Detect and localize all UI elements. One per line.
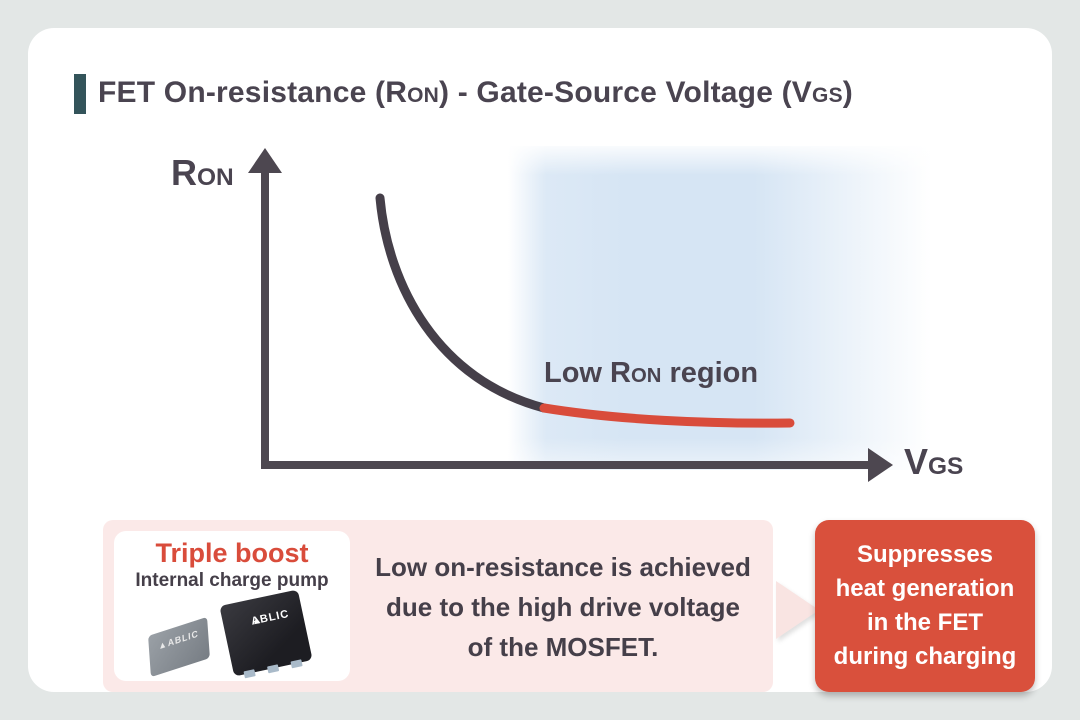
content-card: FET On-resistance (RON) - Gate-Source Vo…	[28, 28, 1052, 692]
title-subscript-ron: ON	[407, 84, 439, 107]
y-axis-label-sub: ON	[197, 164, 234, 191]
explanation-line: of the MOSFET.	[467, 632, 659, 662]
region-label-sub: ON	[631, 365, 662, 387]
chip-pin	[290, 659, 303, 669]
low-ron-shaded-region	[508, 146, 932, 470]
region-label-pre: Low R	[544, 357, 631, 389]
chip-photos: ▲ABLIC ▲ ABLIC	[114, 589, 350, 679]
ablic-logo-icon: ▲	[157, 638, 169, 652]
y-axis-label-main: R	[171, 152, 197, 193]
chip-package-large: ▲ ABLIC	[219, 589, 313, 679]
low-ron-region-label: Low RON region	[544, 357, 758, 390]
explanation-panel: Triple boost Internal charge pump ▲ABLIC…	[103, 520, 773, 692]
callout-arrow-icon	[776, 581, 819, 639]
feature-title: Triple boost	[155, 538, 309, 568]
title-segment: ) - Gate-Source Voltage (V	[438, 76, 813, 109]
region-label-post: region	[661, 357, 759, 389]
benefit-line: during charging	[833, 643, 1017, 670]
benefit-box: Suppresses heat generation in the FET du…	[815, 520, 1035, 692]
y-axis-label: RON	[171, 152, 234, 194]
chip-pin	[243, 669, 256, 679]
page-title: FET On-resistance (RON) - Gate-Source Vo…	[98, 76, 853, 110]
benefit-line: Suppresses	[856, 541, 994, 568]
x-axis-line	[261, 461, 871, 469]
x-axis-label-sub: GS	[928, 453, 964, 480]
y-axis-line	[261, 170, 269, 469]
x-axis-label-main: V	[904, 441, 929, 482]
benefit-line: in the FET	[867, 609, 983, 636]
title-segment: )	[842, 76, 853, 109]
title-accent-bar	[74, 74, 86, 114]
chip-package-small: ▲ABLIC	[148, 616, 210, 678]
explanation-text: Low on-resistance is achieved due to the…	[361, 547, 765, 667]
y-axis-arrowhead-icon	[248, 148, 282, 173]
title-subscript-vgs: GS	[812, 84, 843, 107]
chip-brand-text: ABLIC	[167, 628, 200, 649]
chip-brand-label: ▲ABLIC	[158, 628, 199, 651]
x-axis-label: VGS	[904, 441, 963, 483]
benefit-line: heat generation	[835, 575, 1015, 602]
x-axis-arrowhead-icon	[868, 448, 893, 482]
chip-pin	[266, 664, 280, 674]
feature-card: Triple boost Internal charge pump ▲ABLIC…	[114, 531, 350, 681]
feature-subtitle: Internal charge pump	[135, 570, 329, 591]
explanation-line: Low on-resistance is achieved	[375, 552, 751, 582]
title-segment: FET On-resistance (R	[98, 76, 408, 109]
explanation-line: due to the high drive voltage	[386, 592, 740, 622]
chip-brand-text: ABLIC	[250, 607, 291, 628]
